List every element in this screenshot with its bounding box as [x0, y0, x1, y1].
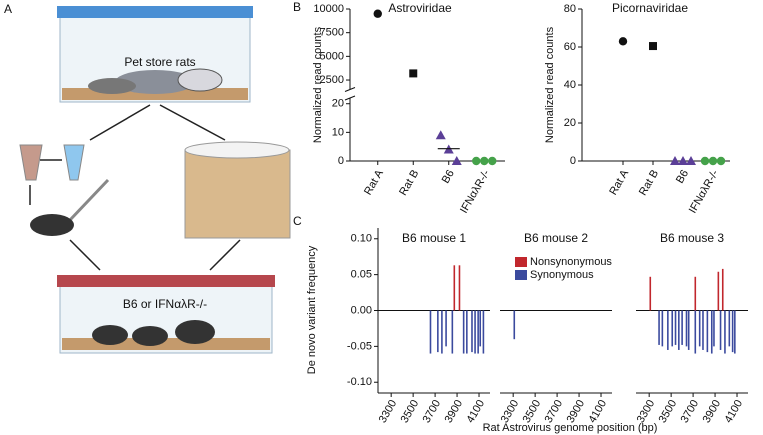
- marker: [700, 156, 710, 166]
- marker: [649, 42, 657, 51]
- y-tick-label: 0: [338, 155, 344, 167]
- chart-title: Picornaviridae: [612, 1, 688, 15]
- illustration: Pet store rats B6 or IFNαλR-/-: [19, 6, 291, 354]
- marker: [670, 156, 680, 165]
- y-tick-label: 7500: [320, 27, 344, 39]
- marker: [480, 156, 489, 166]
- chart-title: B6 mouse 1: [402, 231, 466, 245]
- marker: [373, 9, 382, 18]
- cage-lid: [57, 6, 253, 18]
- arrow: [69, 239, 101, 271]
- cage-lid: [57, 275, 275, 287]
- mouse: [92, 325, 128, 345]
- marker: [488, 156, 497, 166]
- arrow: [209, 239, 241, 271]
- y-tick-label: 0.05: [351, 269, 372, 281]
- marker: [409, 69, 418, 78]
- y-tick-label: 20: [332, 98, 344, 110]
- x-tick-label: 3700: [679, 398, 702, 425]
- y-tick-label: 5000: [320, 50, 344, 62]
- x-tick-label: Rat A: [362, 167, 386, 197]
- y-tick-label: 10000: [313, 3, 344, 15]
- y-axis-label: Normalized read counts: [544, 26, 556, 143]
- mouse: [175, 320, 215, 344]
- legend-label: Synonymous: [530, 269, 594, 281]
- rat: [177, 68, 223, 92]
- arrow: [89, 104, 151, 141]
- y-axis-label: De novo variant frequency: [306, 245, 318, 374]
- x-axis-label: Rat Astrovirus genome position (bp): [483, 422, 658, 434]
- marker: [716, 156, 726, 166]
- x-tick-label: 3900: [701, 398, 724, 425]
- x-tick-label: Rat B: [397, 168, 421, 198]
- y-tick-label: 0: [570, 155, 576, 167]
- marker: [472, 156, 481, 166]
- y-tick-label: 60: [564, 41, 576, 53]
- x-tick-label: 3500: [657, 398, 680, 425]
- x-tick-label: 3500: [399, 398, 422, 425]
- chart-title: B6 mouse 3: [660, 231, 724, 245]
- y-tick-label: 10: [332, 126, 344, 138]
- cup: [184, 149, 291, 239]
- x-tick-label: IFNαλR-/-: [687, 168, 722, 216]
- tube: [19, 144, 43, 181]
- legend-swatch: [515, 270, 527, 280]
- marker: [708, 156, 718, 166]
- x-tick-label: B6: [440, 168, 457, 186]
- y-tick-label: 0.00: [351, 304, 372, 316]
- y-tick-label: 20: [564, 117, 576, 129]
- panel-letter: C: [293, 214, 302, 228]
- marker: [618, 37, 628, 46]
- x-tick-label: 3700: [421, 398, 444, 425]
- y-tick-label: 0.10: [351, 233, 372, 245]
- panel-letter: A: [4, 2, 12, 16]
- legend-label: Nonsynonymous: [530, 256, 612, 268]
- y-tick-label: 2500: [320, 74, 344, 86]
- x-tick-label: 4100: [723, 398, 746, 425]
- y-tick-label: 40: [564, 79, 576, 91]
- x-tick-label: 3300: [377, 398, 400, 425]
- y-tick-label: -0.10: [347, 376, 372, 388]
- panel-letter: B: [293, 0, 301, 14]
- chart-title: B6 mouse 2: [524, 231, 588, 245]
- chart-title: Astroviridae: [388, 1, 452, 15]
- x-tick-label: 3900: [443, 398, 466, 425]
- x-tick-label: Rat A: [607, 167, 631, 197]
- x-tick-label: B6: [674, 168, 691, 186]
- y-tick-label: 80: [564, 3, 576, 15]
- marker: [686, 156, 696, 165]
- cup-rim: [184, 141, 290, 159]
- rat: [88, 78, 136, 94]
- mouse: [132, 326, 168, 346]
- axis-break: [344, 95, 356, 101]
- cage-label: Pet store rats: [124, 55, 195, 69]
- marker: [435, 130, 446, 140]
- axis-break: [344, 87, 356, 92]
- cage-label: B6 or IFNαλR-/-: [123, 297, 207, 311]
- syringe: [68, 178, 110, 222]
- y-axis-label: Normalized read counts: [312, 26, 324, 143]
- marker: [451, 156, 462, 165]
- mouse: [30, 214, 74, 236]
- y-tick-label: -0.05: [347, 340, 372, 352]
- arrow: [159, 104, 226, 141]
- marker: [678, 156, 688, 165]
- x-tick-label: Rat B: [637, 168, 661, 198]
- tube: [63, 144, 85, 181]
- legend-swatch: [515, 257, 527, 267]
- x-tick-label: IFNαλR-/-: [458, 168, 493, 216]
